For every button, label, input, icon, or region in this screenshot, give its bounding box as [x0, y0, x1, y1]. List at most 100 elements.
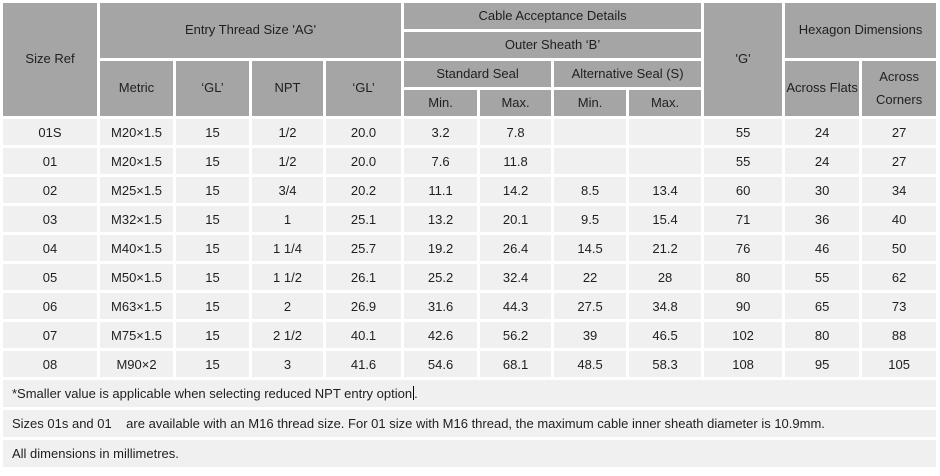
cell-gl-metric: 15 [176, 322, 249, 348]
cell-size-ref: 01S [3, 119, 97, 145]
table-row-01: 01 M20×1.5 15 1/2 20.0 7.6 11.8 55 24 27 [3, 148, 937, 174]
cell-alt-min: 8.5 [554, 177, 627, 203]
footnote-npt-period: . [414, 386, 418, 401]
cell-alt-min [554, 119, 627, 145]
footnote-row-units: All dimensions in millimetres. [3, 440, 937, 467]
cell-metric: M32×1.5 [100, 206, 173, 232]
cell-std-min: 19.2 [404, 235, 478, 261]
footnote-row-m16: Sizes 01s and 01 are available with an M… [3, 410, 937, 437]
cell-gl-metric: 15 [176, 177, 249, 203]
cell-npt: 1 1/4 [252, 235, 323, 261]
header-std-min: Min. [404, 90, 478, 116]
header-alternative-seal: Alternative Seal (S) [554, 61, 702, 87]
footnote-row-npt: *Smaller value is applicable when select… [3, 380, 937, 407]
cell-metric: M20×1.5 [100, 148, 173, 174]
cell-alt-max: 15.4 [629, 206, 702, 232]
cell-std-max: 56.2 [480, 322, 552, 348]
cell-gl-npt: 26.9 [326, 293, 402, 319]
cell-gl-metric: 15 [176, 351, 249, 377]
table-row-02: 02 M25×1.5 15 3/4 20.2 11.1 14.2 8.5 13.… [3, 177, 937, 203]
cell-gl-metric: 15 [176, 264, 249, 290]
table-row-07: 07 M75×1.5 15 2 1/2 40.1 42.6 56.2 39 46… [3, 322, 937, 348]
cell-across-corners: 50 [862, 235, 937, 261]
cell-across-flats: 36 [785, 206, 860, 232]
cell-npt: 1 1/2 [252, 264, 323, 290]
table-row-08: 08 M90×2 15 3 41.6 54.6 68.1 48.5 58.3 1… [3, 351, 937, 377]
cell-metric: M75×1.5 [100, 322, 173, 348]
cell-alt-min [554, 148, 627, 174]
header-std-max: Max. [480, 90, 552, 116]
footnote-npt-text: *Smaller value is applicable when select… [12, 386, 413, 401]
cell-std-max: 68.1 [480, 351, 552, 377]
header-alt-max: Max. [629, 90, 702, 116]
cell-std-max: 11.8 [480, 148, 552, 174]
table-row-03: 03 M32×1.5 15 1 25.1 13.2 20.1 9.5 15.4 … [3, 206, 937, 232]
cell-std-min: 11.1 [404, 177, 478, 203]
header-metric: Metric [100, 61, 173, 116]
cell-g: 60 [704, 177, 783, 203]
cell-g: 71 [704, 206, 783, 232]
table-row-04: 04 M40×1.5 15 1 1/4 25.7 19.2 26.4 14.5 … [3, 235, 937, 261]
cell-metric: M40×1.5 [100, 235, 173, 261]
cell-gl-npt: 20.0 [326, 119, 402, 145]
cell-std-min: 42.6 [404, 322, 478, 348]
cell-size-ref: 07 [3, 322, 97, 348]
header-across-flats: Across Flats [785, 61, 860, 116]
cell-across-corners: 40 [862, 206, 937, 232]
cell-alt-min: 14.5 [554, 235, 627, 261]
cell-gl-npt: 26.1 [326, 264, 402, 290]
cell-gl-npt: 20.2 [326, 177, 402, 203]
cell-npt: 3/4 [252, 177, 323, 203]
cell-g: 102 [704, 322, 783, 348]
cell-gl-npt: 25.1 [326, 206, 402, 232]
cell-std-max: 32.4 [480, 264, 552, 290]
cell-across-corners: 73 [862, 293, 937, 319]
cell-std-min: 3.2 [404, 119, 478, 145]
cell-across-flats: 24 [785, 119, 860, 145]
cell-across-corners: 34 [862, 177, 937, 203]
cell-across-flats: 46 [785, 235, 860, 261]
header-standard-seal: Standard Seal [404, 61, 552, 87]
cell-metric: M25×1.5 [100, 177, 173, 203]
cell-alt-max [629, 119, 702, 145]
cell-npt: 2 [252, 293, 323, 319]
cell-metric: M20×1.5 [100, 119, 173, 145]
cell-across-flats: 95 [785, 351, 860, 377]
cell-across-flats: 65 [785, 293, 860, 319]
cell-gl-metric: 15 [176, 293, 249, 319]
cell-g: 76 [704, 235, 783, 261]
table-row-06: 06 M63×1.5 15 2 26.9 31.6 44.3 27.5 34.8… [3, 293, 937, 319]
cell-alt-min: 39 [554, 322, 627, 348]
footnote-npt: *Smaller value is applicable when select… [3, 380, 937, 407]
table-body: 01S M20×1.5 15 1/2 20.0 3.2 7.8 55 24 27… [3, 119, 937, 467]
cell-alt-min: 22 [554, 264, 627, 290]
cell-npt: 1 [252, 206, 323, 232]
cell-npt: 1/2 [252, 148, 323, 174]
footnote-m16: Sizes 01s and 01 are available with an M… [3, 410, 937, 437]
cell-alt-max: 28 [629, 264, 702, 290]
header-across-corners: Across Corners [862, 61, 937, 116]
cell-std-max: 14.2 [480, 177, 552, 203]
header-npt: NPT [252, 61, 323, 116]
cell-gl-npt: 40.1 [326, 322, 402, 348]
cell-g: 55 [704, 119, 783, 145]
table-row-01s: 01S M20×1.5 15 1/2 20.0 3.2 7.8 55 24 27 [3, 119, 937, 145]
text-cursor[interactable] [413, 386, 415, 400]
cell-alt-max: 46.5 [629, 322, 702, 348]
cell-std-max: 44.3 [480, 293, 552, 319]
cell-std-min: 31.6 [404, 293, 478, 319]
header-gl-metric: ‘GL’ [176, 61, 249, 116]
cell-across-flats: 30 [785, 177, 860, 203]
header-cable-acceptance-details: Cable Acceptance Details [404, 3, 702, 29]
cell-npt: 1/2 [252, 119, 323, 145]
cell-g: 80 [704, 264, 783, 290]
cell-metric: M63×1.5 [100, 293, 173, 319]
header-entry-thread-size: Entry Thread Size 'AG' [100, 3, 402, 58]
header-alt-min: Min. [554, 90, 627, 116]
cell-metric: M50×1.5 [100, 264, 173, 290]
cell-alt-min: 48.5 [554, 351, 627, 377]
cell-std-min: 54.6 [404, 351, 478, 377]
cell-alt-max: 58.3 [629, 351, 702, 377]
cell-across-corners: 27 [862, 119, 937, 145]
cell-gl-metric: 15 [176, 235, 249, 261]
